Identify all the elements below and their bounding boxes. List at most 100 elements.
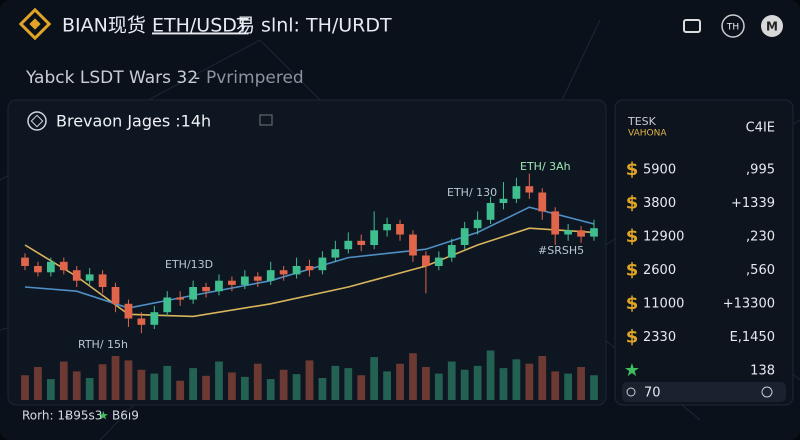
volume-bar — [331, 365, 340, 400]
volume-bar — [396, 363, 404, 400]
sidebar-footer — [622, 382, 786, 402]
chart-panel — [7, 99, 607, 406]
footer-star: ★ — [98, 409, 109, 423]
volume-bar — [538, 356, 547, 400]
volume-bar — [266, 379, 275, 400]
candle-body — [150, 312, 159, 325]
candle-body — [111, 287, 120, 304]
candle-body — [46, 261, 55, 273]
volume-bar — [564, 373, 573, 400]
volume-bar — [473, 365, 482, 400]
candle-body — [189, 287, 197, 300]
volume-bar — [279, 369, 288, 400]
row-label: 12900 — [643, 230, 684, 245]
logo — [18, 7, 52, 41]
sidebar-col1: TESK — [627, 115, 657, 128]
volume-bar — [525, 363, 534, 400]
panel-icon-inner — [30, 114, 44, 128]
candle-body — [228, 280, 236, 285]
row-value: 138 — [750, 364, 775, 379]
profile-icon-label: TH — [726, 23, 739, 33]
row-value: ,560 — [746, 263, 775, 278]
candle-body — [577, 230, 585, 237]
pair[interactable]: ETH/USDT — [152, 15, 249, 37]
annotation: RTH/ 15h — [78, 338, 128, 351]
volume-bar — [512, 359, 521, 400]
row-icon: $ — [626, 193, 639, 214]
candle-body — [292, 266, 301, 275]
volume-bar — [292, 374, 301, 400]
candle-body — [460, 228, 469, 245]
candle-body — [98, 274, 107, 287]
candle-body — [279, 270, 288, 275]
volume-bar — [357, 375, 366, 400]
volume-bar — [85, 378, 94, 400]
row-value: E,1450 — [730, 330, 775, 345]
row-icon: $ — [626, 260, 639, 281]
monitor-icon[interactable] — [683, 19, 701, 33]
candle-body — [551, 211, 560, 235]
volume-bar — [215, 361, 223, 400]
footer-icon[interactable] — [761, 386, 773, 398]
row-value: +1339 — [731, 196, 775, 211]
candle-body — [34, 266, 42, 273]
row-icon: $ — [626, 293, 639, 314]
row-icon: $ — [626, 327, 639, 348]
volume-bar — [124, 360, 133, 400]
sidebar-footer-value: 70 — [644, 386, 661, 401]
row-label: 2330 — [643, 330, 676, 345]
candle-body — [59, 261, 68, 271]
candle-body — [240, 276, 249, 285]
volume-bar — [409, 353, 417, 400]
candle-body — [318, 257, 327, 271]
candle-body — [564, 230, 573, 235]
panel-icon[interactable] — [27, 111, 47, 131]
candle-body — [344, 240, 353, 250]
separator: - — [194, 68, 200, 88]
annotation: ETH/ 130 — [447, 186, 497, 199]
candle-body — [176, 297, 185, 300]
candle-body — [163, 297, 172, 313]
profile-icon[interactable] — [721, 14, 745, 38]
candle-body — [124, 303, 133, 319]
panel-title: Brevaon Jages :14h — [56, 112, 211, 131]
moving-average — [24, 227, 595, 318]
row-icon: $ — [626, 159, 639, 180]
panel-tool[interactable] — [259, 114, 273, 126]
candle-body — [370, 230, 379, 245]
row-label: 11000 — [643, 297, 684, 312]
row-icon: ★ — [624, 360, 640, 381]
sidebar-col2: C4IE — [746, 121, 775, 136]
volume-bar — [137, 369, 146, 400]
volume-bar — [240, 376, 249, 400]
row-value: ,995 — [746, 163, 775, 178]
row-value: +13300 — [723, 297, 775, 312]
candle-body — [202, 287, 210, 292]
candle-body — [305, 266, 314, 271]
volume-bar — [460, 369, 469, 400]
candle-body — [525, 186, 534, 193]
row-label: 3800 — [643, 196, 676, 211]
menu-icon[interactable] — [761, 15, 783, 37]
volume-bar — [344, 368, 353, 400]
candle-body — [486, 203, 495, 220]
volume-bar — [176, 380, 185, 400]
volume-bar — [370, 357, 379, 400]
volume-bar — [590, 375, 598, 400]
candle-body — [266, 270, 275, 281]
footer-value: B6ı9 — [112, 409, 139, 423]
menu-icon-label: M — [766, 20, 778, 34]
annotation: ETH/ 3Ah — [520, 160, 571, 173]
row-value: ,230 — [746, 230, 775, 245]
volume-bar — [447, 361, 456, 400]
volume-bar — [422, 367, 430, 400]
volume-bar — [434, 373, 443, 400]
candle-body — [21, 257, 29, 266]
candle-body — [538, 192, 547, 212]
candle-body — [422, 255, 430, 266]
candle-body — [85, 274, 94, 281]
candle-body — [383, 224, 391, 231]
candle-body — [434, 257, 443, 266]
